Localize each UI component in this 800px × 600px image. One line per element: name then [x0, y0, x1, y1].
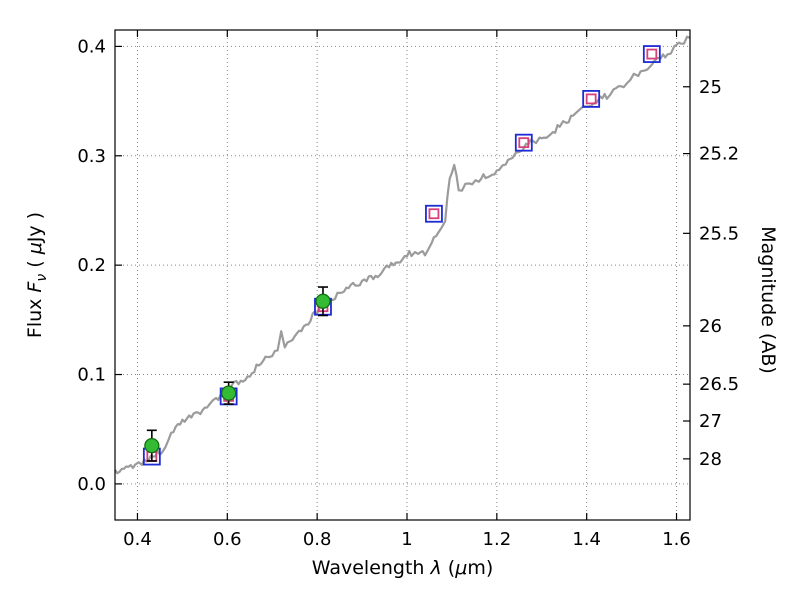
nu-subscript: ν: [33, 273, 50, 282]
y-tick-label-right: 28: [699, 449, 722, 470]
x-axis-label: Wavelength λ (μm): [115, 557, 690, 579]
y-tick-label-right: 26.5: [699, 374, 739, 395]
y-tick-label-left: 0.1: [77, 365, 106, 386]
flux-mu-symbol: μ: [24, 242, 46, 255]
plot-frame: [114, 29, 691, 521]
xlabel-word: Wavelength: [311, 557, 431, 579]
y-axis-label-left: Flux Fν ( μJy ): [24, 212, 50, 338]
y-tick-label-right: 26: [699, 316, 722, 337]
model-photometry-square-outer: [514, 133, 533, 152]
observed-photometry-circle: [144, 437, 160, 454]
lambda-symbol: λ: [430, 557, 442, 579]
model-photometry-square-inner: [646, 48, 658, 60]
y-axis-label-right: Magnitude (AB): [757, 226, 779, 374]
observed-photometry-circle: [221, 385, 237, 401]
flux-symbol: F: [24, 281, 46, 293]
x-tick-label: 1.2: [483, 529, 512, 550]
x-tick-label: 1: [401, 529, 412, 550]
spectrum-line: [114, 35, 691, 475]
model-photometry-square-inner: [428, 208, 440, 220]
flux-unit-close: Jy ): [24, 211, 46, 243]
y-tick-label-left: 0.4: [77, 36, 106, 57]
flux-unit-open: (: [24, 254, 46, 274]
model-photometry-square-inner: [518, 137, 530, 149]
xlabel-close: m): [467, 557, 494, 579]
model-photometry-square-outer: [425, 204, 443, 223]
x-tick-label: 0.6: [213, 529, 242, 550]
y-tick-label-left: 0.0: [77, 474, 106, 495]
model-photometry-square-inner: [585, 93, 597, 105]
xlabel-open: (: [441, 557, 456, 579]
x-tick-label: 1.4: [572, 529, 601, 550]
x-tick-label: 1.6: [662, 529, 691, 550]
model-photometry-square-outer: [582, 90, 601, 108]
mu-symbol: μ: [455, 557, 468, 579]
y-tick-label-right: 25.2: [699, 144, 739, 165]
y-tick-label-left: 0.3: [77, 146, 106, 167]
flux-word: Flux: [24, 292, 46, 339]
y-tick-label-right: 25: [699, 77, 722, 98]
x-tick-label: 0.4: [123, 529, 152, 550]
observed-photometry-circle: [315, 293, 331, 309]
y-tick-label-right: 25.5: [699, 223, 739, 244]
x-tick-label: 0.8: [303, 529, 332, 550]
y-tick-label-left: 0.2: [77, 255, 106, 276]
model-photometry-square-outer: [642, 45, 661, 63]
y-tick-label-right: 27: [699, 411, 722, 432]
